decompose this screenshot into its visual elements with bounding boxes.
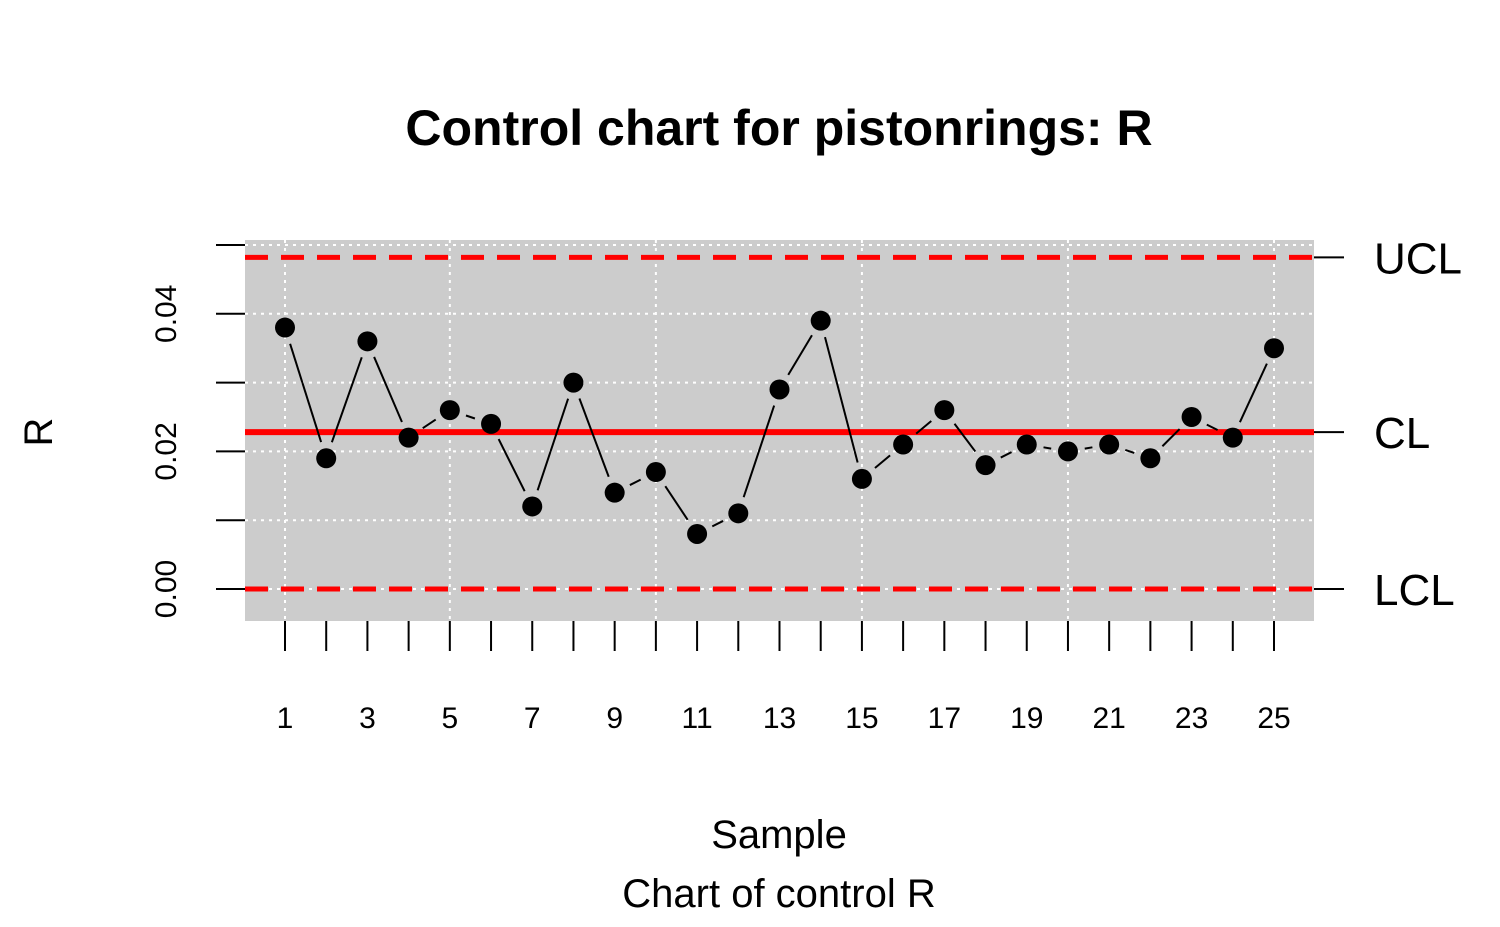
data-point: [481, 413, 502, 434]
y-axis-label: R: [17, 418, 61, 447]
data-point: [1222, 427, 1243, 448]
x-tick-label: 19: [1010, 702, 1043, 735]
data-point: [851, 468, 872, 489]
data-point: [1016, 434, 1037, 455]
x-tick-label: 11: [682, 702, 713, 735]
data-point: [1099, 434, 1120, 455]
series-segment: [711, 520, 724, 528]
series-segment: [497, 438, 526, 492]
data-point: [357, 331, 378, 352]
data-point: [563, 372, 584, 393]
data-point: [645, 462, 666, 483]
series-segment: [536, 398, 570, 491]
x-tick-label: 15: [845, 702, 878, 735]
y-tick-label: 0.00: [150, 560, 183, 618]
data-point: [522, 496, 543, 517]
series-segment: [373, 356, 403, 423]
series-segment: [422, 418, 437, 430]
x-tick-label: 21: [1092, 702, 1125, 735]
ucl-label: UCL: [1374, 234, 1462, 283]
data-point: [275, 317, 295, 338]
data-series: [275, 310, 1284, 544]
series-segment: [915, 420, 932, 435]
series-segment: [1238, 363, 1268, 423]
data-point: [604, 482, 625, 503]
data-point: [1181, 407, 1202, 427]
cl-label: CL: [1374, 409, 1430, 458]
data-point: [728, 503, 749, 524]
data-point: [1140, 448, 1161, 469]
series-segment: [664, 485, 689, 521]
series-segment: [1043, 446, 1052, 450]
series-segment: [330, 357, 363, 443]
data-point: [1264, 338, 1284, 359]
series-segment: [824, 336, 859, 463]
series-segment: [953, 423, 977, 453]
grid: [245, 240, 1314, 621]
data-point: [398, 427, 419, 448]
series-segment: [742, 405, 776, 498]
data-point: [1057, 441, 1078, 462]
series-segment: [629, 478, 642, 486]
x-tick-label: 3: [359, 702, 376, 735]
series-segment: [1124, 448, 1135, 454]
chart-subtitle: Chart of control R: [622, 872, 935, 916]
series-segment: [578, 398, 610, 478]
chart-title: Control chart for pistonrings: R: [405, 100, 1152, 156]
x-tick-label: 13: [763, 702, 796, 735]
data-point: [316, 448, 337, 469]
lcl-label: LCL: [1374, 566, 1455, 615]
right-axis: UCL CL LCL: [1314, 234, 1462, 615]
x-tick-label: 25: [1257, 702, 1290, 735]
data-point: [439, 400, 460, 421]
x-tick-label: 23: [1175, 702, 1208, 735]
data-point: [975, 455, 996, 476]
series-segment: [1206, 423, 1219, 431]
series-segment: [787, 334, 813, 376]
series-segment: [465, 414, 476, 420]
data-point: [893, 434, 914, 455]
series-segment: [1084, 446, 1093, 450]
x-tick-label: 17: [928, 702, 961, 735]
series-segment: [1000, 451, 1012, 459]
control-limits: [245, 254, 1314, 592]
data-point: [934, 400, 955, 421]
x-tick-label: 1: [277, 702, 294, 735]
series-segment: [1161, 428, 1181, 447]
series-segment: [289, 343, 323, 443]
x-axis-label: Sample: [711, 813, 847, 857]
data-point: [769, 379, 790, 400]
y-axis: 0.00 0.02 0.04: [150, 244, 245, 618]
data-point: [687, 523, 708, 544]
x-tick-label: 7: [524, 702, 541, 735]
x-tick-label: 5: [441, 702, 458, 735]
y-tick-label: 0.04: [150, 285, 183, 343]
x-tick-label: 9: [606, 702, 623, 735]
data-point: [810, 310, 831, 331]
series-segment: [874, 454, 891, 469]
x-axis: 1 3 5 7 9 11 13 15 17 19 21 23 25: [277, 621, 1291, 735]
y-tick-label: 0.02: [150, 422, 183, 480]
